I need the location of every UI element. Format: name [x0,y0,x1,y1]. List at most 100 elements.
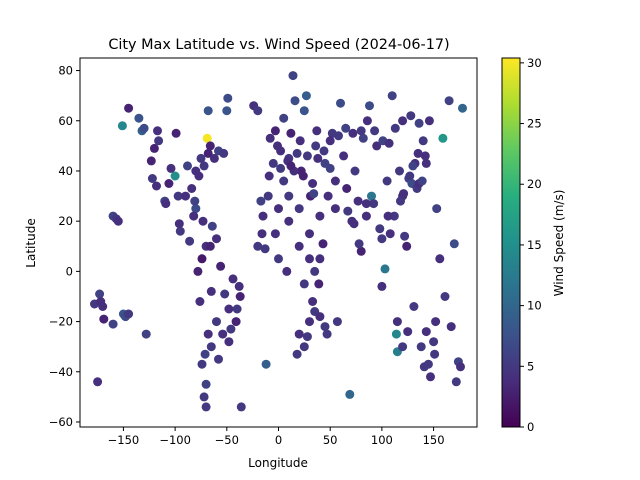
colorbar-ticks: 0 5 10 15 20 25 30 [520,56,542,434]
scatter-point [134,113,144,123]
scatter-point [372,141,382,151]
scatter-point [383,211,393,221]
scatter-point [164,179,174,188]
scatter-point [190,196,200,206]
scatter-point [206,342,216,352]
scatter-point [421,158,431,168]
scatter-point [456,362,465,372]
scatter-point [270,126,280,136]
scatter-point [263,191,273,201]
scatter-point [315,211,325,221]
scatter-point [429,337,439,347]
scatter-point [406,111,416,121]
scatter-point [124,309,134,319]
y-tick-label: 20 [58,214,73,228]
scatter-point [181,191,190,201]
scatter-point [185,236,195,246]
scatter-point [305,229,314,239]
colorbar-tick-label: 0 [527,420,534,434]
scatter-point [206,286,216,296]
scatter-point [385,229,395,239]
colorbar-tick-label: 10 [527,299,542,313]
scatter-point [203,148,213,158]
scatter-point [294,329,304,339]
scatter-point [282,266,292,276]
scatter-point [153,126,162,136]
scatter-point [413,148,423,158]
scatter-point [196,153,206,163]
scatter-point [264,171,274,181]
scatter-point [408,161,418,171]
scatter-point [365,101,374,111]
x-tick-label: 0 [275,433,282,447]
scatter-point [336,98,345,108]
scatter-point [390,123,400,133]
scatter-point [231,317,241,327]
scatter-point [173,191,183,201]
scatter-point [209,153,219,163]
scatter-point [253,241,263,251]
scatter-point [292,349,302,359]
scatter-point [323,191,333,201]
scatter-point [191,204,201,214]
y-tick-label: 40 [58,164,73,178]
scatter-point [202,133,212,143]
scatter-point [147,174,157,183]
scatter-point [228,274,238,284]
scatter-point [197,359,207,369]
scatter-point [361,211,371,221]
scatter-point [194,171,204,181]
scatter-point [203,329,213,339]
scatter-point [405,171,415,181]
scatter-point [310,266,320,276]
scatter-point [226,324,236,334]
scatter-point [435,254,445,264]
scatter-point [288,71,298,81]
scatter-point [399,189,409,199]
scatter-point [299,279,309,289]
scatter-point [387,91,397,101]
chart-title: City Max Latitude vs. Wind Speed (2024-0… [108,37,449,53]
scatter-point [426,372,435,382]
scatter-point [183,161,192,171]
x-tick-label: 100 [371,433,393,447]
scatter-point [212,234,221,244]
scatter-point [232,304,242,314]
scatter-point [302,332,312,342]
scatter-point [216,261,226,271]
scatter-point [431,317,441,327]
scatter-point [308,179,318,188]
scatter-point [414,118,424,128]
scatter-point [315,312,325,322]
scatter-point [290,96,300,106]
colorbar-tick-label: 25 [527,117,542,131]
scatter-point [332,317,342,327]
scatter-point [199,392,209,402]
scatter-point [380,264,390,274]
colorbar-tick-label: 5 [527,359,534,373]
scatter-point [377,281,387,291]
scatter-point [193,266,203,276]
scatter-point [308,297,318,306]
scatter-point [361,199,371,209]
scatter-point [95,289,105,299]
scatter-point [286,128,296,138]
scatter-point [98,302,108,311]
scatter-point [449,239,459,249]
scatter-point [270,229,280,239]
scatter-point [318,239,328,249]
y-tick-label: 0 [66,264,73,278]
scatter-point [398,116,408,126]
scatter-point [339,151,349,161]
scatter-point [161,199,171,209]
scatter-point [312,126,322,136]
scatter-point [315,254,325,264]
scatter-point [256,196,266,206]
scatter-point [384,138,394,148]
scatter-point [108,319,118,329]
scatter-point [314,279,324,289]
scatter-point [398,342,408,352]
scatter-point [299,342,309,352]
scatter-point [139,123,149,133]
scatter-point [201,379,211,389]
